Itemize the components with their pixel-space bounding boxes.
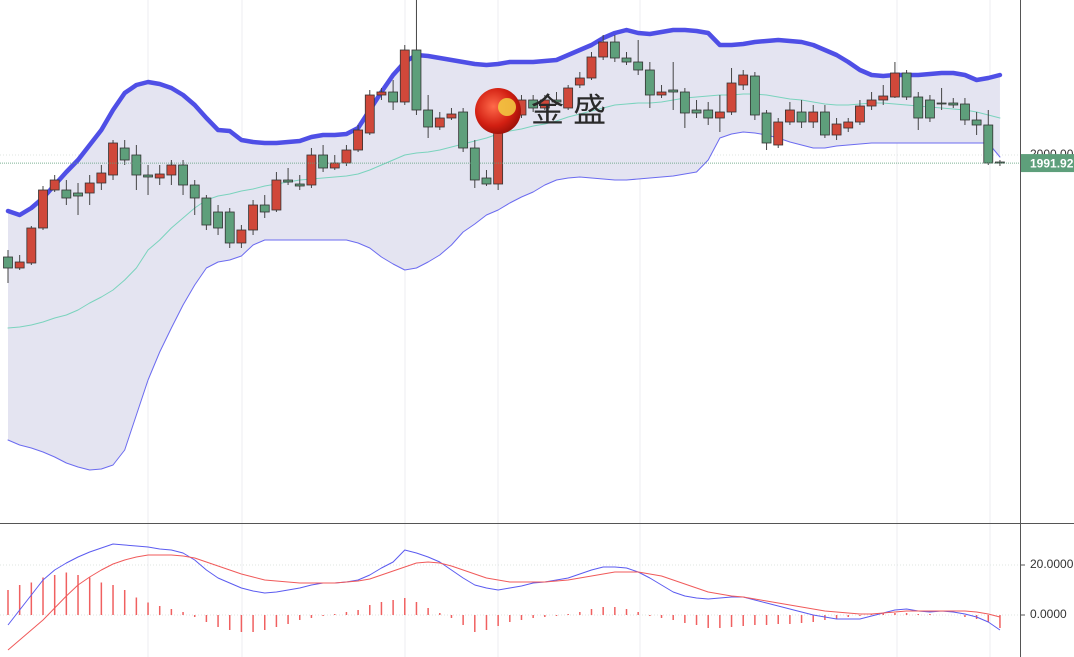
candle-body	[364, 94, 375, 134]
candle-body	[61, 189, 72, 199]
last-price-box	[1021, 154, 1074, 173]
candle-body	[703, 109, 714, 119]
candle-body	[96, 172, 107, 184]
candle-body	[329, 162, 340, 169]
candle-body	[154, 173, 165, 179]
candle-body	[936, 102, 947, 105]
candle-body	[726, 82, 737, 113]
y-tick-label: 20.0000	[1030, 557, 1074, 571]
candle-body	[913, 96, 924, 119]
candle-body	[399, 49, 410, 103]
candle-body	[423, 109, 434, 128]
candle-body	[784, 109, 795, 123]
candle-body	[388, 91, 399, 103]
candle-body	[201, 197, 212, 226]
candle-body	[843, 121, 854, 129]
candle-body	[26, 227, 37, 264]
last-price-label: 1991.92	[1030, 156, 1074, 170]
candle-body	[621, 57, 632, 63]
macd-line	[7, 543, 1001, 631]
candle-body	[353, 129, 364, 151]
candle-body	[738, 74, 749, 86]
candle-body	[878, 95, 889, 101]
candle-body	[469, 147, 480, 181]
candle-body	[983, 124, 994, 164]
candle-body	[714, 111, 725, 119]
y-tick-label: 0.0000	[1030, 607, 1067, 621]
candle-body	[166, 164, 177, 176]
candle-body	[236, 229, 247, 244]
candle-body	[283, 179, 293, 183]
candle-body	[901, 72, 912, 98]
candle-body	[563, 87, 574, 109]
candle-body	[341, 149, 352, 164]
candle-body	[644, 69, 655, 96]
candle-body	[224, 211, 235, 244]
candle-body	[213, 211, 223, 229]
candle-body	[890, 72, 900, 98]
candle-body	[108, 142, 118, 176]
candle-body	[131, 154, 142, 176]
upper-band	[5, 27, 1003, 218]
candle-body	[259, 204, 270, 213]
candle-body	[49, 179, 60, 191]
candle-body	[691, 109, 702, 114]
candle-body	[14, 261, 25, 269]
candle-body	[84, 182, 95, 194]
candle-body	[586, 56, 597, 79]
candle-body	[119, 147, 130, 161]
candle-body	[925, 99, 935, 119]
macd-panel	[0, 543, 1020, 651]
candle-body	[960, 103, 970, 121]
candle-body	[178, 164, 188, 186]
candle-body	[306, 154, 317, 186]
candle-body	[481, 177, 492, 185]
candle-body	[749, 75, 760, 116]
candle-body	[528, 99, 539, 109]
candle-body	[446, 113, 457, 119]
candle-body	[855, 105, 865, 123]
watermark: 金 盛	[475, 88, 606, 134]
watermark-text: 金 盛	[531, 92, 606, 129]
candle-body	[539, 99, 550, 109]
candle-body	[248, 204, 258, 231]
logo-inner	[498, 98, 516, 116]
signal-line	[7, 554, 1001, 651]
candle-body	[761, 112, 772, 144]
candle-body	[866, 99, 877, 107]
candle-body	[971, 119, 982, 126]
candle-body	[831, 123, 842, 136]
candle-body	[656, 91, 667, 96]
candle-body	[143, 174, 153, 178]
candle-body	[948, 102, 959, 106]
candle-body	[820, 111, 830, 136]
candle-body	[773, 121, 784, 146]
candle-body	[73, 192, 83, 197]
candle-body	[633, 61, 644, 71]
candle-body	[995, 161, 1005, 164]
candle-body	[458, 111, 469, 149]
candle-body	[38, 189, 48, 229]
candle-body	[434, 117, 445, 128]
candle-body	[551, 99, 562, 103]
candle-body	[271, 179, 282, 211]
candle-body	[679, 91, 690, 114]
candle-body	[598, 41, 609, 58]
candle-body	[411, 49, 422, 111]
lower-band	[7, 131, 1001, 471]
candle-body	[189, 184, 200, 199]
candle-body	[796, 111, 807, 123]
candle-body	[294, 183, 305, 187]
candle-body	[376, 91, 387, 96]
candle-body	[318, 154, 328, 169]
candle-body	[609, 41, 620, 59]
candle-body	[574, 77, 585, 86]
candle-body	[668, 89, 679, 93]
candle-body	[808, 111, 819, 123]
candle-body	[3, 256, 13, 269]
